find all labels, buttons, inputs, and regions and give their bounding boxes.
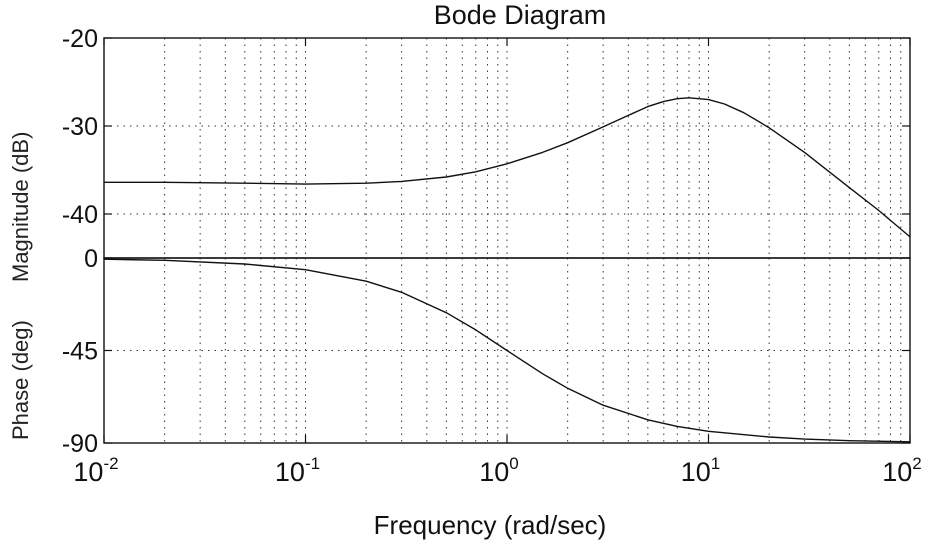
x-tick-label: 101 [681,454,721,487]
magnitude-y-tick-label: -30 [62,113,98,141]
phase-y-tick-label: -45 [62,338,98,366]
x-tick-label: 10-1 [275,454,320,487]
x-axis-label: Frequency (rad/sec) [373,510,607,540]
phase-series-line [103,258,911,443]
magnitude-y-tick-label: -20 [62,25,98,53]
phase-y-tick-label: 0 [84,245,98,273]
phase-axis-label: Phase (deg) [8,320,33,440]
x-tick-label: 100 [479,454,519,487]
chart-title: Bode Diagram [433,0,607,30]
phase-y-tick-label: -90 [62,430,98,458]
magnitude-axis-label: Magnitude (dB) [8,131,33,282]
x-tick-label: 102 [882,454,922,487]
magnitude-y-tick-label: -40 [62,201,98,229]
magnitude-series-line [104,97,911,238]
x-tick-label: 10-2 [73,454,118,487]
